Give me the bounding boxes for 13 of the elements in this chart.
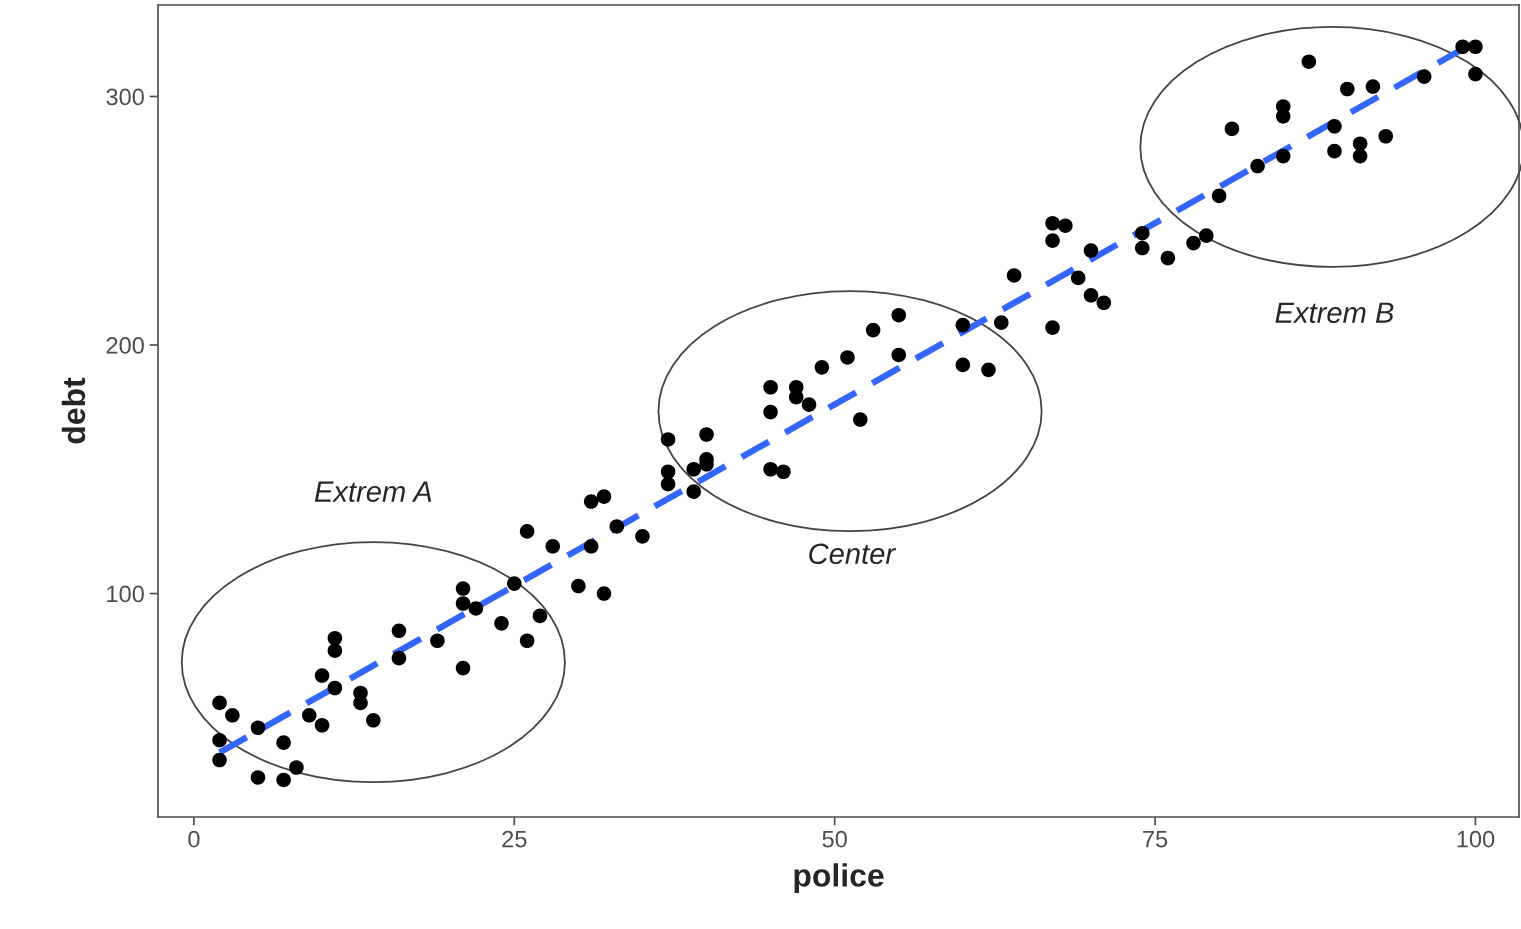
x-tick-label: 50: [822, 830, 847, 848]
x-tick-label: 75: [1143, 831, 1168, 848]
x-tick-label: 25: [502, 830, 527, 848]
x-axis-title: police: [794, 863, 884, 894]
annotation: Center: [809, 543, 897, 565]
x-tick-label: 100: [1457, 830, 1495, 848]
y-tick-label: 200: [106, 337, 144, 354]
y-tick-label: 300: [106, 88, 144, 106]
y-tick-label: 100: [107, 585, 144, 603]
y-axis-title: debt: [61, 377, 86, 444]
x-tick-label: 0: [188, 830, 200, 848]
annotation: Extrem A: [314, 481, 432, 502]
annotation: Extrem B: [1275, 302, 1394, 324]
